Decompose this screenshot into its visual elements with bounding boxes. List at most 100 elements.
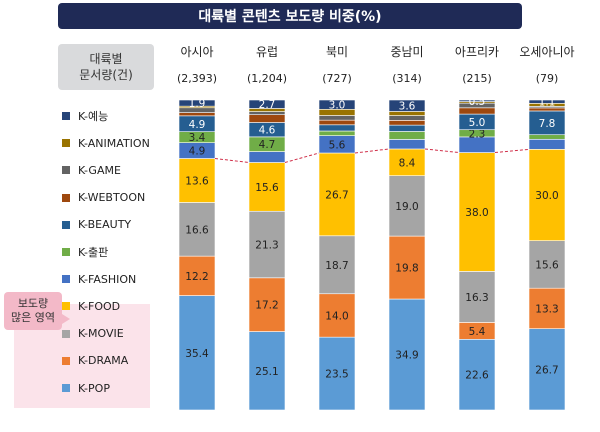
high-volume-callout: 보도량 많은 영역 <box>4 292 70 330</box>
bar-segment <box>248 277 286 332</box>
bar-segment <box>528 240 566 289</box>
bar-segment <box>528 328 566 411</box>
data-label: 3.0 <box>329 100 346 112</box>
data-label: 2.7 <box>259 99 276 111</box>
data-label: 13.6 <box>185 175 209 187</box>
bar-segment <box>178 158 216 203</box>
bar-segment <box>248 210 286 279</box>
legend-swatch <box>62 356 70 365</box>
legend-item: K-MOVIE <box>62 326 124 342</box>
legend-swatch <box>62 112 70 120</box>
data-label: 19.0 <box>395 201 418 213</box>
legend-item: K-예능 <box>62 108 108 124</box>
bar-segment <box>528 287 566 329</box>
food-connector-line <box>494 148 530 154</box>
bar-segment <box>388 99 426 112</box>
category-label: 북미 <box>326 45 348 59</box>
legend-label: K-BEAUTY <box>78 218 132 232</box>
legend-item: K-POP <box>62 380 110 396</box>
category-doc-count: (79) <box>536 72 559 85</box>
data-label: 2.3 <box>469 128 486 140</box>
category-doc-count: (215) <box>462 72 492 85</box>
category-label: 오세아니아 <box>519 45 574 59</box>
food-connector-line <box>424 148 460 154</box>
bar-segment <box>528 134 566 140</box>
category-doc-count: (2,393) <box>177 72 217 85</box>
bar-segment <box>388 235 426 300</box>
legend-label: K-WEBTOON <box>78 191 146 205</box>
legend-item: K-FOOD <box>62 298 120 314</box>
legend-swatch <box>62 275 70 284</box>
legend-item: K-출판 <box>62 244 108 260</box>
data-label: 7.8 <box>539 118 556 130</box>
legend-label: K-FASHION <box>78 272 137 286</box>
bar-segment <box>458 107 496 115</box>
data-label: 26.7 <box>325 189 348 201</box>
category-label: 아시아 <box>180 45 213 59</box>
data-label: 15.6 <box>535 259 559 271</box>
legend-swatch <box>62 193 70 202</box>
category-label: 아프리카 <box>455 45 499 59</box>
data-label: 16.6 <box>185 224 209 236</box>
data-label: 8.4 <box>399 157 416 169</box>
legend-item: K-DRAMA <box>62 353 128 369</box>
data-label: 5.4 <box>469 326 486 338</box>
legend-label: K-GAME <box>78 163 121 177</box>
data-label: 18.7 <box>325 260 348 272</box>
data-label: 5.6 <box>329 139 346 151</box>
bar-segment <box>178 295 216 411</box>
bar-segment <box>388 131 426 140</box>
bar-segment <box>248 151 286 163</box>
bar-segment <box>248 162 286 212</box>
data-label: 12.2 <box>185 271 208 283</box>
food-connector-line <box>354 148 390 154</box>
data-label: 4.6 <box>259 125 276 137</box>
legend-swatch <box>62 220 70 229</box>
bar-segment <box>458 152 496 272</box>
legend-label: K-예능 <box>78 110 109 123</box>
data-label: 3.6 <box>399 101 416 113</box>
chart-title: 대륙별 콘텐츠 보도량 비중(%) <box>58 3 522 29</box>
bar-segment <box>248 99 286 109</box>
bar-segment <box>248 331 286 411</box>
legend-label: K-출판 <box>78 246 109 259</box>
data-label: 23.5 <box>325 369 348 381</box>
bar-segment <box>388 115 426 121</box>
data-label: 4.9 <box>189 146 206 158</box>
bar-segment <box>528 138 566 150</box>
data-label: 14.0 <box>325 310 348 322</box>
data-label: 0.5 <box>469 96 486 108</box>
data-label: 16.3 <box>465 292 488 304</box>
food-connector-line <box>214 158 250 163</box>
header-line-1: 대륙별 <box>89 52 123 66</box>
category-label: 유럽 <box>256 45 278 59</box>
data-label: 21.3 <box>255 240 278 252</box>
data-label: 1.9 <box>189 98 206 110</box>
bar-segment <box>178 202 216 257</box>
category-doc-count: (727) <box>322 72 352 85</box>
legend-label: K-FOOD <box>78 299 121 313</box>
data-label: 17.2 <box>255 300 278 312</box>
data-label: 35.4 <box>185 348 209 360</box>
bar-segment <box>458 99 496 102</box>
category-label: 중남미 <box>390 45 423 59</box>
bar-segment <box>388 120 426 126</box>
bar-segment <box>388 124 426 132</box>
bar-segment <box>388 298 426 411</box>
food-connector-line <box>284 152 320 163</box>
bar-segment <box>458 339 496 411</box>
bar-segment <box>528 99 566 104</box>
bar-segment <box>318 152 356 237</box>
legend-item: K-BEAUTY <box>62 217 131 233</box>
bar-segment <box>528 149 566 241</box>
data-label: 4.7 <box>259 139 276 151</box>
legend-swatch <box>62 302 70 311</box>
legend-swatch <box>62 329 70 338</box>
data-label: 38.0 <box>465 207 488 219</box>
bar-segment <box>248 114 286 123</box>
data-label: 13.3 <box>535 303 558 315</box>
bar-segment <box>318 99 356 110</box>
bar-segment <box>388 175 426 237</box>
bar-segment <box>178 99 216 107</box>
bar-segment <box>318 119 356 126</box>
